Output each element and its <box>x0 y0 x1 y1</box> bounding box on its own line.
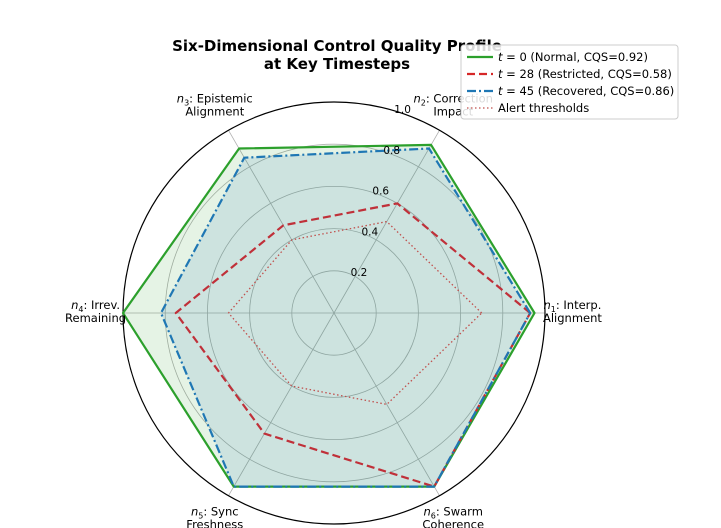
radial-tick-labels: 0.2 0.4 0.6 0.8 1.0 <box>351 104 411 279</box>
series-line-3 <box>227 220 483 406</box>
axis-label-5: n5: Sync Freshness <box>186 504 243 528</box>
rtick-label: 1.0 <box>394 104 411 116</box>
grid-spoke <box>333 130 440 314</box>
legend-entry-0: t = 0 (Normal, CQS=0.92) <box>498 50 648 64</box>
grid-spoke <box>228 312 335 496</box>
axis-label-3: n3: Epistemic Alignment <box>177 92 253 119</box>
grid-layer <box>122 101 546 525</box>
chart-title: Six-Dimensional Control Quality Profile a… <box>172 37 502 73</box>
series-layer <box>121 143 536 488</box>
rtick-label: 0.6 <box>372 186 389 198</box>
grid-spoke <box>333 312 440 496</box>
axis-label-1: n1: Interp. Alignment <box>543 298 602 325</box>
axis-label-4: n4: Irrev. Remaining <box>65 298 126 325</box>
series-line-2 <box>159 147 532 488</box>
legend-entry-1: t = 28 (Restricted, CQS=0.58) <box>498 67 672 81</box>
axis-label-6: n6: Swarm Coherence <box>422 504 484 528</box>
rtick-label: 0.2 <box>351 267 368 279</box>
legend-frame <box>460 44 679 120</box>
rtick-label: 0.4 <box>361 226 378 238</box>
legend: t = 0 (Normal, CQS=0.92) t = 28 (Restrict… <box>460 44 679 120</box>
rtick-label: 0.8 <box>383 145 400 157</box>
series-fill-2 <box>161 148 531 487</box>
series-line-1 <box>174 202 532 488</box>
legend-entry-3: Alert thresholds <box>498 101 589 115</box>
grid-spoke <box>228 130 335 314</box>
series-fill-0 <box>123 144 535 487</box>
legend-entry-2: t = 45 (Recovered, CQS=0.86) <box>498 84 674 98</box>
